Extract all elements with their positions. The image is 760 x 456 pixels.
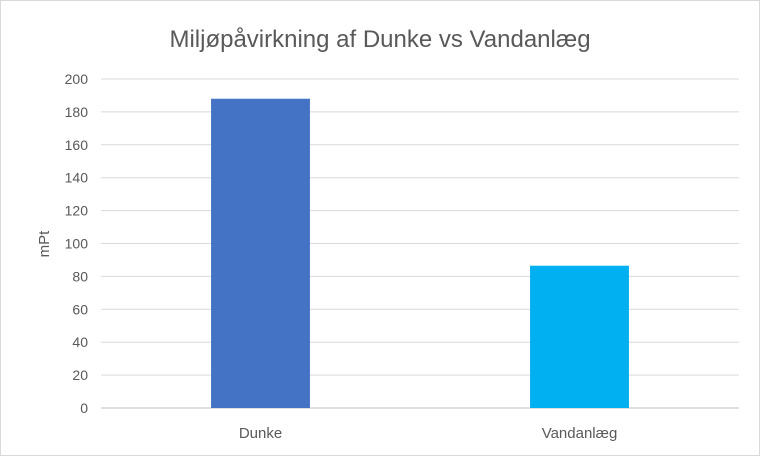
x-category-labels: Dunke Vandanlæg xyxy=(239,425,617,442)
y-tick-label: 80 xyxy=(72,268,88,284)
bar-vandanl-g xyxy=(530,265,629,408)
y-axis-label: mPt xyxy=(36,230,53,258)
y-tick-label: 100 xyxy=(65,236,89,252)
y-tick-label: 180 xyxy=(65,104,89,120)
y-tick-label: 20 xyxy=(72,367,88,383)
y-tick-label: 140 xyxy=(65,170,89,186)
y-tick-labels: 0 20 40 60 80 100 120 140 160 180 200 xyxy=(65,71,89,416)
y-tick-label: 40 xyxy=(72,334,88,350)
y-tick-label: 160 xyxy=(65,137,89,153)
chart-title: Miljøpåvirkning af Dunke vs Vandanlæg xyxy=(169,26,590,53)
y-tick-label: 120 xyxy=(65,203,89,219)
gridlines xyxy=(101,78,739,409)
y-tick-label: 60 xyxy=(72,301,88,317)
y-tick-label: 200 xyxy=(65,71,89,87)
y-tick-label: 0 xyxy=(80,400,88,416)
bars xyxy=(211,98,629,409)
x-category-label: Dunke xyxy=(239,425,282,442)
x-category-label: Vandanlæg xyxy=(542,425,618,442)
bar-dunke xyxy=(211,98,310,409)
